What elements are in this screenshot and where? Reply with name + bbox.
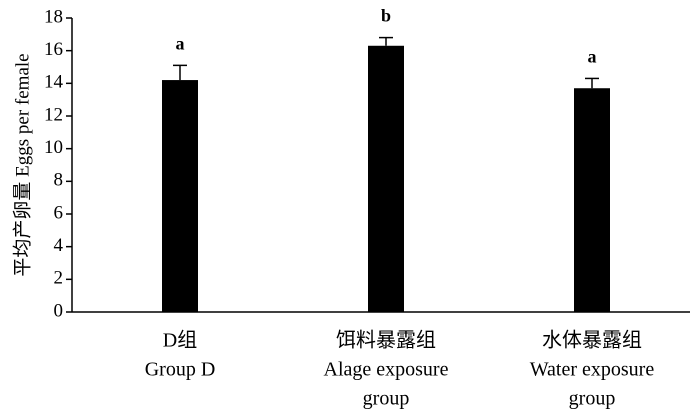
y-tick-label: 8 bbox=[54, 170, 64, 191]
y-axis-label: 平均产卵量 Eggs per female bbox=[11, 53, 33, 276]
x-tick-label: Water exposure bbox=[530, 359, 655, 381]
x-tick-label: 水体暴露组 bbox=[542, 329, 642, 352]
y-tick-label: 18 bbox=[44, 6, 63, 27]
x-tick-label: Group D bbox=[145, 359, 216, 381]
y-tick-label: 16 bbox=[44, 39, 63, 60]
bar bbox=[368, 45, 404, 313]
significance-letter: b bbox=[381, 6, 391, 26]
y-tick-label: 6 bbox=[54, 202, 64, 223]
y-tick-label: 2 bbox=[54, 268, 64, 289]
x-tick-label: D组 bbox=[163, 329, 197, 352]
y-tick-label: 14 bbox=[44, 72, 64, 93]
y-tick-label: 12 bbox=[44, 104, 63, 125]
y-tick-label: 0 bbox=[54, 300, 64, 321]
significance-letter: a bbox=[176, 33, 185, 53]
significance-letter: a bbox=[588, 47, 597, 67]
x-tick-label: group bbox=[363, 388, 410, 410]
y-tick-label: 10 bbox=[44, 137, 63, 158]
x-tick-label: group bbox=[569, 388, 616, 410]
bar bbox=[574, 88, 610, 312]
bar bbox=[162, 80, 198, 312]
x-tick-label: Alage exposure bbox=[324, 359, 449, 381]
y-tick-label: 4 bbox=[54, 235, 64, 256]
x-tick-label: 饵料暴露组 bbox=[336, 329, 436, 352]
